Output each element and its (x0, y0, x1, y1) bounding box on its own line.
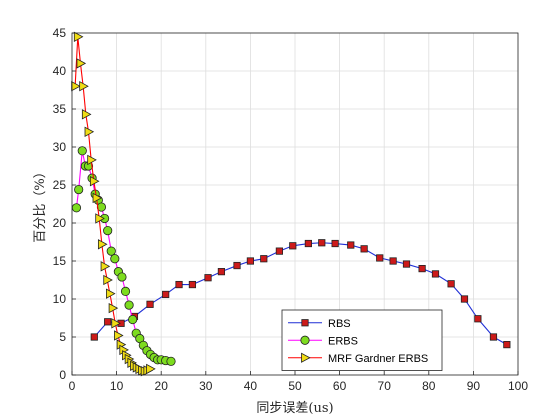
data-point (447, 280, 455, 288)
x-tick-label: 40 (244, 379, 258, 393)
data-point (260, 255, 268, 263)
data-point (204, 274, 212, 282)
legend: RBS ERBS MRF Gardner ERBS (281, 309, 443, 371)
legend-item: RBS (288, 318, 351, 330)
data-point (104, 318, 112, 326)
x-tick-label: 20 (155, 379, 169, 393)
y-tick-label: 30 (53, 140, 67, 154)
x-tick-label: 50 (288, 379, 302, 393)
data-point (124, 300, 134, 310)
data-point (108, 302, 119, 314)
data-point (217, 268, 226, 276)
legend-item: ERBS (288, 335, 358, 347)
legend-marker (300, 335, 310, 345)
tick-labels: 0 10 20 30 40 50 60 70 80 90 100 0 5 10 15 20 25 30 35 40 45 (53, 26, 529, 393)
y-tick-label: 40 (53, 64, 67, 78)
data-point (73, 31, 84, 42)
data-point (360, 245, 368, 253)
legend-marker (301, 352, 311, 363)
x-axis-title: 同步误差(us) (256, 401, 333, 416)
x-tick-label: 10 (110, 379, 124, 393)
tick-marks (71, 32, 519, 376)
y-axis-title: 百分比（%） (33, 165, 48, 242)
data-point (106, 246, 116, 256)
data-point (304, 239, 312, 248)
x-tick-label: 30 (199, 379, 213, 393)
y-tick-label: 35 (53, 102, 67, 116)
data-point (175, 280, 183, 289)
data-point (71, 203, 82, 213)
data-point (246, 257, 254, 265)
data-point (117, 272, 127, 282)
data-point (77, 146, 87, 156)
data-point (81, 109, 92, 120)
data-point (110, 254, 120, 264)
data-point (376, 254, 384, 262)
series-mrf-gardner-erbs (71, 31, 156, 377)
data-point (188, 280, 197, 289)
data-point (74, 184, 84, 195)
data-point (128, 314, 138, 325)
data-point (146, 300, 154, 308)
data-point (111, 318, 121, 329)
legend-label: ERBS (328, 335, 358, 347)
series-rbs (90, 239, 511, 349)
data-point (460, 295, 469, 303)
data-point (95, 213, 105, 224)
data-point (76, 58, 87, 69)
y-tick-label: 25 (53, 178, 67, 192)
data-point (79, 81, 89, 92)
x-tick-label: 80 (422, 379, 436, 393)
data-point (474, 315, 482, 323)
legend-item: MRF Gardner ERBS (288, 352, 428, 365)
data-point (318, 239, 326, 247)
data-point (103, 274, 113, 286)
y-tick-label: 5 (59, 330, 66, 344)
data-point (389, 257, 397, 265)
x-tick-label: 0 (69, 379, 76, 393)
data-point (114, 330, 124, 341)
data-point (503, 340, 511, 349)
data-point (166, 356, 176, 366)
data-point (103, 226, 113, 236)
data-point (84, 126, 95, 137)
data-point (233, 261, 241, 270)
data-point (289, 242, 297, 250)
series-erbs (71, 146, 176, 366)
data-point (92, 192, 103, 204)
y-tick-label: 20 (53, 216, 67, 230)
x-tick-label: 70 (378, 379, 392, 393)
data-point (402, 260, 411, 268)
data-point (90, 333, 98, 341)
data-point (431, 270, 440, 278)
data-point (106, 288, 116, 299)
series-layer (71, 31, 511, 377)
y-tick-label: 10 (53, 292, 67, 306)
y-tick-label: 45 (53, 26, 67, 40)
data-point (89, 176, 100, 187)
y-tick-label: 0 (59, 368, 66, 382)
data-point (331, 239, 339, 248)
data-point (162, 290, 170, 299)
data-point (146, 363, 156, 375)
x-tick-label: 60 (333, 379, 347, 393)
data-point (489, 333, 498, 341)
legend-marker (301, 319, 309, 327)
data-point (418, 264, 426, 273)
legend-label: RBS (328, 318, 351, 330)
data-point (100, 261, 111, 272)
y-tick-label: 15 (53, 254, 67, 268)
data-point (120, 286, 131, 296)
x-tick-label: 100 (508, 379, 528, 393)
legend-label: MRF Gardner ERBS (328, 353, 428, 365)
data-point (87, 154, 97, 166)
x-tick-label: 90 (467, 379, 481, 393)
data-point (275, 247, 283, 255)
data-point (347, 241, 355, 249)
data-point (97, 239, 108, 250)
